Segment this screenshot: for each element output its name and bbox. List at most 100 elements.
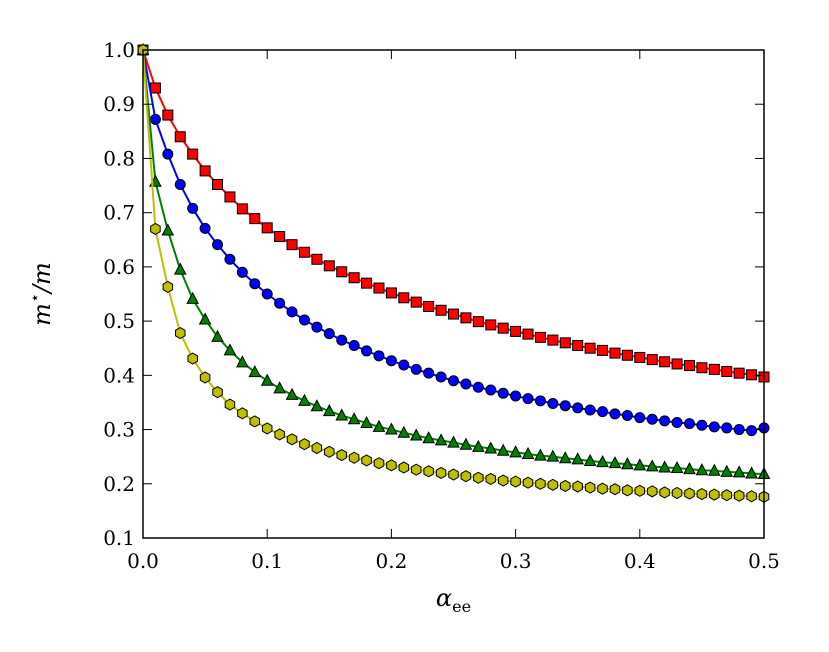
data-point — [659, 486, 670, 499]
y-tick-label: 0.6 — [103, 255, 135, 279]
data-point — [484, 441, 498, 454]
data-point — [583, 453, 597, 467]
data-point — [149, 113, 161, 125]
data-point — [559, 337, 571, 349]
data-point — [646, 413, 658, 425]
data-point — [261, 422, 273, 435]
data-point — [746, 369, 758, 381]
series-line — [142, 49, 765, 498]
data-point — [373, 350, 385, 362]
data-point — [360, 415, 373, 429]
data-point — [422, 431, 435, 444]
data-point — [323, 260, 335, 272]
data-point — [646, 354, 658, 366]
data-point — [721, 366, 733, 378]
data-point — [709, 488, 720, 501]
data-point — [733, 489, 745, 502]
data-point — [683, 418, 695, 430]
data-point — [386, 459, 397, 472]
data-point — [572, 340, 584, 352]
data-point — [410, 296, 422, 308]
data-point — [732, 465, 746, 478]
data-point — [707, 463, 721, 476]
data-point — [187, 148, 199, 160]
data-point — [311, 441, 323, 455]
data-point — [261, 222, 273, 234]
series-line — [142, 49, 765, 432]
data-point — [633, 458, 647, 471]
data-point — [522, 393, 534, 405]
x-tick-label: 0.4 — [624, 549, 656, 573]
data-point — [373, 282, 385, 294]
data-point — [212, 178, 224, 190]
data-point — [621, 457, 634, 470]
data-point — [472, 316, 484, 328]
data-point — [597, 344, 609, 356]
data-point — [696, 362, 708, 374]
data-point — [398, 292, 410, 304]
data-point — [423, 367, 435, 379]
data-point — [372, 419, 386, 432]
data-point — [448, 308, 459, 320]
data-point — [335, 408, 349, 421]
data-point — [274, 297, 286, 309]
data-point — [459, 437, 473, 450]
data-point — [558, 451, 572, 464]
data-point — [385, 422, 398, 435]
data-point — [510, 325, 522, 337]
data-point — [423, 300, 435, 312]
data-point — [435, 304, 447, 316]
data-point — [584, 481, 596, 494]
data-point — [236, 355, 249, 368]
y-tick-label: 0.7 — [103, 201, 135, 225]
y-tick-label: 0.8 — [103, 146, 135, 170]
data-point — [485, 319, 497, 331]
data-point — [361, 454, 372, 467]
data-point — [162, 148, 174, 160]
data-point — [274, 231, 286, 243]
data-point — [597, 406, 609, 418]
data-point — [547, 478, 559, 491]
x-axis-label: αee — [436, 584, 471, 616]
data-point — [298, 314, 310, 326]
data-point — [608, 456, 622, 469]
data-point — [336, 448, 347, 462]
data-point — [622, 484, 633, 497]
data-point — [249, 213, 261, 225]
data-point — [322, 404, 336, 417]
data-point — [434, 433, 448, 446]
data-point — [323, 328, 335, 340]
data-point — [161, 223, 175, 236]
data-point — [435, 371, 447, 383]
data-point — [609, 347, 621, 359]
data-point — [571, 452, 585, 465]
data-point — [236, 266, 248, 278]
data-point — [150, 222, 161, 236]
series-line — [142, 49, 765, 476]
data-point — [547, 398, 559, 410]
data-point — [670, 460, 684, 474]
data-point — [286, 433, 298, 446]
data-point — [534, 331, 546, 343]
data-point — [385, 287, 397, 299]
data-point — [671, 417, 683, 429]
series-hexagon — [137, 43, 770, 503]
data-point — [174, 178, 186, 190]
data-point — [559, 400, 571, 412]
data-point — [409, 428, 423, 441]
data-point — [597, 482, 608, 495]
data-point — [348, 340, 360, 352]
y-tick-label: 1.0 — [103, 38, 135, 62]
data-point — [385, 355, 397, 367]
data-point — [448, 375, 459, 387]
data-point — [522, 476, 534, 489]
data-point — [174, 131, 186, 143]
data-point — [733, 367, 745, 379]
data-point — [746, 490, 757, 503]
data-point — [720, 464, 734, 477]
data-point — [260, 373, 274, 386]
data-point — [721, 422, 733, 434]
data-point — [708, 363, 720, 375]
data-point — [485, 472, 497, 485]
